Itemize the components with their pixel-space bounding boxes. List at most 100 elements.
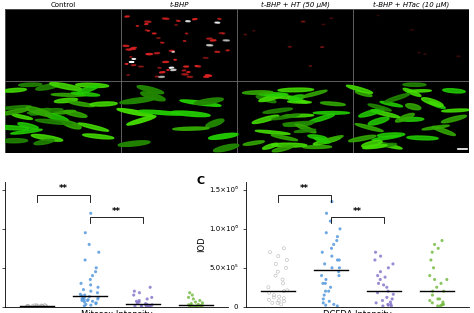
Point (387, 302, 395, 307)
Point (437, 281, 445, 286)
Ellipse shape (406, 104, 421, 110)
Point (131, 304, 139, 309)
Ellipse shape (207, 45, 213, 46)
Ellipse shape (403, 88, 421, 96)
Point (191, 300, 199, 305)
Ellipse shape (171, 69, 176, 70)
Point (277, 302, 285, 307)
Point (87, 289, 95, 294)
Point (371, 258, 379, 263)
Point (443, 277, 451, 282)
Point (146, 304, 153, 309)
Point (436, 296, 443, 301)
Point (330, 242, 337, 247)
Ellipse shape (153, 33, 156, 34)
Point (374, 290, 382, 295)
Ellipse shape (182, 70, 186, 71)
Point (319, 250, 326, 255)
Point (374, 273, 382, 278)
Ellipse shape (137, 86, 164, 94)
Point (318, 273, 325, 278)
Point (384, 289, 392, 294)
Point (185, 302, 192, 307)
Ellipse shape (36, 84, 59, 90)
Ellipse shape (395, 113, 414, 122)
Point (87, 211, 94, 216)
Point (89, 299, 96, 304)
Ellipse shape (259, 94, 285, 102)
Point (146, 304, 153, 309)
Point (269, 300, 276, 305)
Point (387, 300, 394, 305)
Ellipse shape (11, 129, 42, 134)
Point (335, 273, 343, 278)
Point (29, 304, 36, 309)
Bar (237, 81, 353, 153)
Ellipse shape (130, 48, 135, 49)
Point (280, 296, 288, 301)
Ellipse shape (215, 22, 219, 23)
Ellipse shape (78, 123, 109, 131)
Ellipse shape (294, 129, 316, 132)
Ellipse shape (206, 119, 224, 127)
Point (264, 285, 272, 290)
Point (274, 254, 282, 259)
Text: **: ** (59, 184, 68, 193)
Ellipse shape (12, 114, 32, 120)
Point (380, 282, 387, 287)
Point (325, 289, 332, 294)
Point (193, 304, 201, 309)
Ellipse shape (203, 58, 208, 59)
Point (279, 281, 287, 286)
Point (94, 295, 102, 300)
Point (383, 285, 391, 290)
Ellipse shape (185, 33, 188, 34)
Point (379, 298, 386, 303)
Point (142, 301, 149, 306)
Ellipse shape (265, 94, 300, 99)
Ellipse shape (163, 61, 168, 63)
Point (328, 246, 335, 251)
Point (333, 238, 340, 243)
Ellipse shape (18, 83, 42, 86)
Point (322, 230, 330, 235)
Point (187, 301, 195, 306)
Point (275, 294, 283, 299)
Point (319, 281, 327, 286)
Point (146, 285, 154, 290)
Point (79, 296, 87, 301)
Ellipse shape (308, 135, 327, 140)
Point (94, 285, 102, 290)
Ellipse shape (132, 47, 137, 48)
Ellipse shape (215, 51, 219, 52)
Ellipse shape (69, 101, 94, 107)
Point (377, 254, 384, 259)
Ellipse shape (380, 101, 402, 107)
Text: t-BHP + HTac (10 μM): t-BHP + HTac (10 μM) (373, 1, 449, 8)
Ellipse shape (355, 124, 383, 131)
Point (381, 275, 389, 280)
Point (143, 296, 151, 301)
Text: t-BHP + HT (50 μM): t-BHP + HT (50 μM) (261, 1, 329, 8)
Point (376, 277, 384, 282)
Ellipse shape (288, 101, 311, 103)
Point (428, 250, 436, 255)
Point (185, 295, 192, 300)
Point (430, 265, 438, 270)
Ellipse shape (192, 19, 197, 20)
Ellipse shape (138, 66, 143, 67)
Point (328, 254, 336, 259)
Point (87, 282, 94, 287)
Point (187, 303, 195, 308)
Point (41, 303, 49, 308)
Ellipse shape (222, 33, 225, 34)
Ellipse shape (55, 98, 78, 103)
Point (33, 304, 41, 309)
Ellipse shape (131, 65, 136, 66)
Ellipse shape (169, 67, 173, 68)
Ellipse shape (363, 143, 397, 148)
Point (39, 304, 46, 309)
Point (440, 289, 447, 294)
Point (193, 304, 201, 309)
Point (384, 303, 392, 308)
